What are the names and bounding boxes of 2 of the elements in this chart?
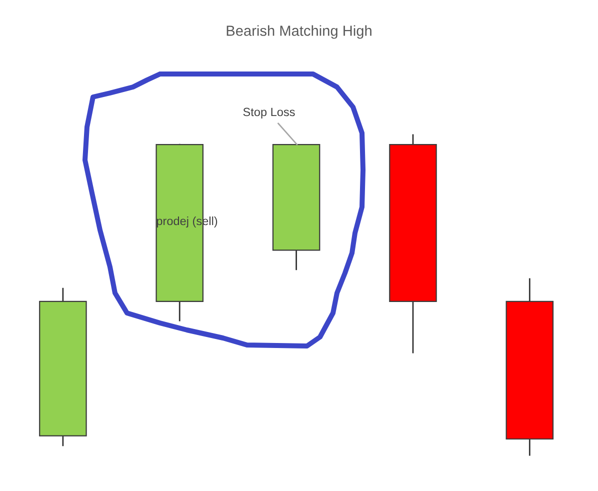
chart-title: Bearish Matching High xyxy=(226,25,372,39)
annotation: Stop Loss xyxy=(243,108,295,118)
